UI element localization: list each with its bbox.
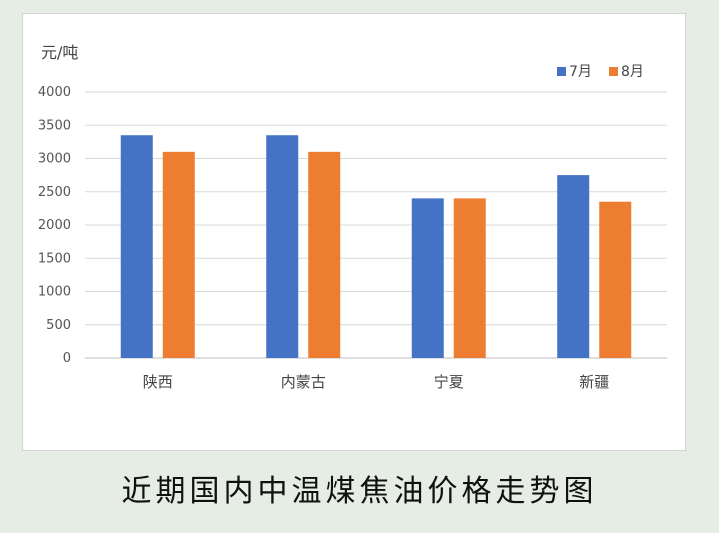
y-tick-label: 2000 xyxy=(38,218,71,233)
y-tick-label: 4000 xyxy=(38,85,71,100)
y-tick-label: 0 xyxy=(63,351,71,366)
bar-2-4 xyxy=(599,201,632,358)
bars xyxy=(120,135,632,358)
legend-swatch xyxy=(557,67,566,76)
y-axis: 0 500 1000 1500 2000 2500 3000 3500 4000 xyxy=(38,85,71,366)
bar-1-4 xyxy=(557,175,590,358)
y-tick-label: 1500 xyxy=(38,251,71,266)
chart-panel: 0 500 1000 1500 2000 2500 3000 3500 4000 陕西 内蒙古 宁夏… xyxy=(22,13,686,451)
bar-1-2 xyxy=(266,135,299,358)
legend-label: 7月 xyxy=(569,64,592,80)
y-tick-label: 3500 xyxy=(38,118,71,133)
y-tick-label: 500 xyxy=(46,318,71,333)
legend: 7月 8月 xyxy=(557,64,644,80)
bar-2-2 xyxy=(308,151,341,358)
bar-chart: 0 500 1000 1500 2000 2500 3000 3500 4000 陕西 内蒙古 宁夏… xyxy=(38,43,667,391)
x-category-label: 新疆 xyxy=(579,373,609,391)
bar-1-3 xyxy=(411,198,444,358)
y-axis-unit-label: 元/吨 xyxy=(41,43,78,62)
legend-label: 8月 xyxy=(621,64,644,80)
y-tick-label: 1000 xyxy=(38,285,71,300)
bar-2-1 xyxy=(162,151,195,358)
figure-caption: 近期国内中温煤焦油价格走势图 xyxy=(121,474,598,509)
y-tick-label: 2500 xyxy=(38,185,71,200)
x-category-label: 宁夏 xyxy=(434,373,464,391)
bar-1-1 xyxy=(120,135,153,358)
x-axis: 陕西 内蒙古 宁夏 新疆 xyxy=(143,373,610,391)
y-tick-label: 3000 xyxy=(38,152,71,167)
x-category-label: 陕西 xyxy=(143,373,173,391)
bar-2-3 xyxy=(453,198,486,358)
x-category-label: 内蒙古 xyxy=(281,373,326,391)
legend-swatch xyxy=(609,67,618,76)
